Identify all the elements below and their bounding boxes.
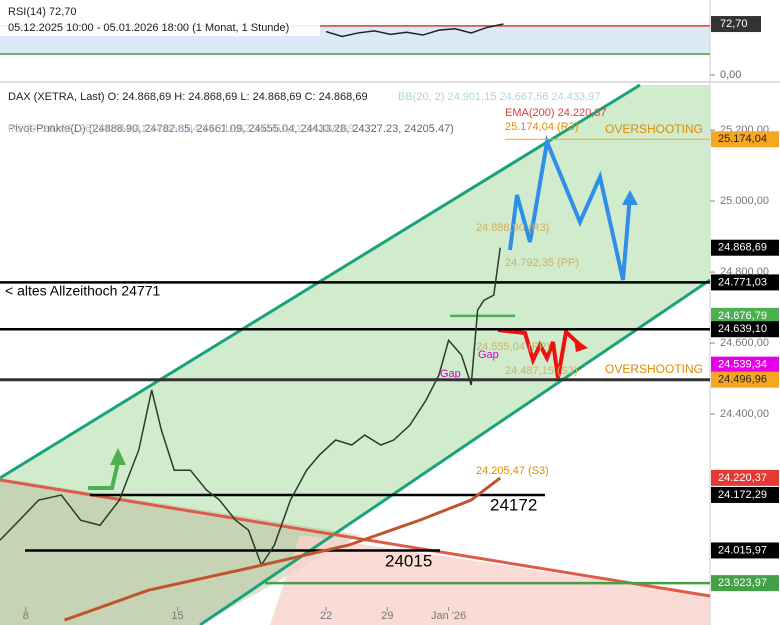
- price-tag-label: 24.172,29: [718, 489, 767, 501]
- annotation: Gap: [478, 349, 499, 361]
- price-tag-label: 24.220,37: [718, 472, 767, 484]
- rsi-header: RSI(14) 72,70: [8, 6, 76, 18]
- price-tag-label: 24.539,34: [718, 359, 767, 371]
- up-hint: [88, 461, 120, 490]
- y-tick-label: 0,00: [720, 69, 741, 81]
- x-tick-label: 22: [320, 610, 332, 622]
- channel-lower: [199, 278, 711, 625]
- price-header: IKH(9, 26, 52, 26) 24.764,41 24.658,84 2…: [8, 123, 354, 135]
- annotation: 24.792,35 (PP): [505, 257, 579, 269]
- annotation: 24.487,15 (S3): [505, 365, 578, 377]
- x-tick-label: 29: [381, 610, 393, 622]
- projection-arrow: [622, 190, 638, 205]
- y-tick-label: 25.000,00: [720, 195, 769, 207]
- price-tag: [711, 542, 779, 559]
- down-arrow: [574, 338, 588, 352]
- price-tag-label: 23.923,97: [718, 577, 767, 589]
- price-tag-label: 24.639,10: [718, 323, 767, 335]
- price-tag-label: 25.174,04: [718, 133, 767, 145]
- price-header: DAX (XETRA, Last) O: 24.868,69 H: 24.868…: [8, 91, 368, 103]
- annotation: 25.174,04 (R3): [505, 121, 578, 133]
- price-tag: [711, 371, 779, 388]
- rsi-legend-box: [0, 0, 320, 36]
- price-tag-label: 24.676,79: [718, 310, 767, 322]
- price-tag: [711, 274, 779, 291]
- series-line: [0, 247, 501, 567]
- price-tag-label: 24.771,03: [718, 276, 767, 288]
- annotation: < altes Allzeithoch 24771: [5, 283, 160, 299]
- price-tag: [711, 321, 779, 338]
- x-tick-label: 15: [171, 610, 183, 622]
- legend-box: [0, 86, 460, 138]
- value-tag: [711, 16, 761, 33]
- price-tag: [711, 469, 779, 486]
- value-tag-label: 72,70: [720, 18, 748, 30]
- price-header: BB(20, 2) 24.901,15 24.667,56 24.433,97: [398, 91, 600, 103]
- up-hint-arrow: [110, 448, 126, 465]
- annotation: 24.555,04 (PP): [476, 341, 550, 353]
- y-tick-label: 24.400,00: [720, 408, 769, 420]
- price-tag: [711, 486, 779, 503]
- price-header: Pivot-Punkte(D) (24888.90, 24782.85, 246…: [8, 123, 454, 135]
- price-tag: [711, 131, 779, 148]
- price-tag-label: 24.496,96: [718, 374, 767, 386]
- downtrend-line: [0, 478, 711, 598]
- annotation: 24.205,47 (S3): [476, 465, 549, 477]
- annotation: 24172: [490, 495, 537, 514]
- projection-path: [508, 134, 632, 281]
- price-tag: [711, 239, 779, 256]
- x-tick-label: Jan '26: [431, 610, 466, 622]
- x-tick-label: 8: [23, 610, 29, 622]
- annotation: OVERSHOOTING: [605, 362, 703, 376]
- down-projection: [497, 328, 582, 379]
- red-zone: [270, 535, 710, 625]
- price-tag-label: 24.868,69: [718, 242, 767, 254]
- y-tick-label: 24.600,00: [720, 337, 769, 349]
- price-tag-label: 24.015,97: [718, 544, 767, 556]
- annotation: OVERSHOOTING: [605, 122, 703, 136]
- price-tag: [711, 307, 779, 324]
- price-tag: [711, 575, 779, 592]
- rsi-header: 05.12.2025 10:00 - 05.01.2026 18:00 (1 M…: [8, 22, 289, 34]
- series-line: [64, 476, 502, 622]
- annotation: 24015: [385, 551, 432, 570]
- price-header: EMA(200) 24.220,37: [505, 107, 607, 119]
- annotation: Gap: [440, 368, 461, 380]
- price-tag: [711, 356, 779, 373]
- annotation: 24.888,90 (R3): [476, 222, 549, 234]
- series-line: [325, 23, 504, 38]
